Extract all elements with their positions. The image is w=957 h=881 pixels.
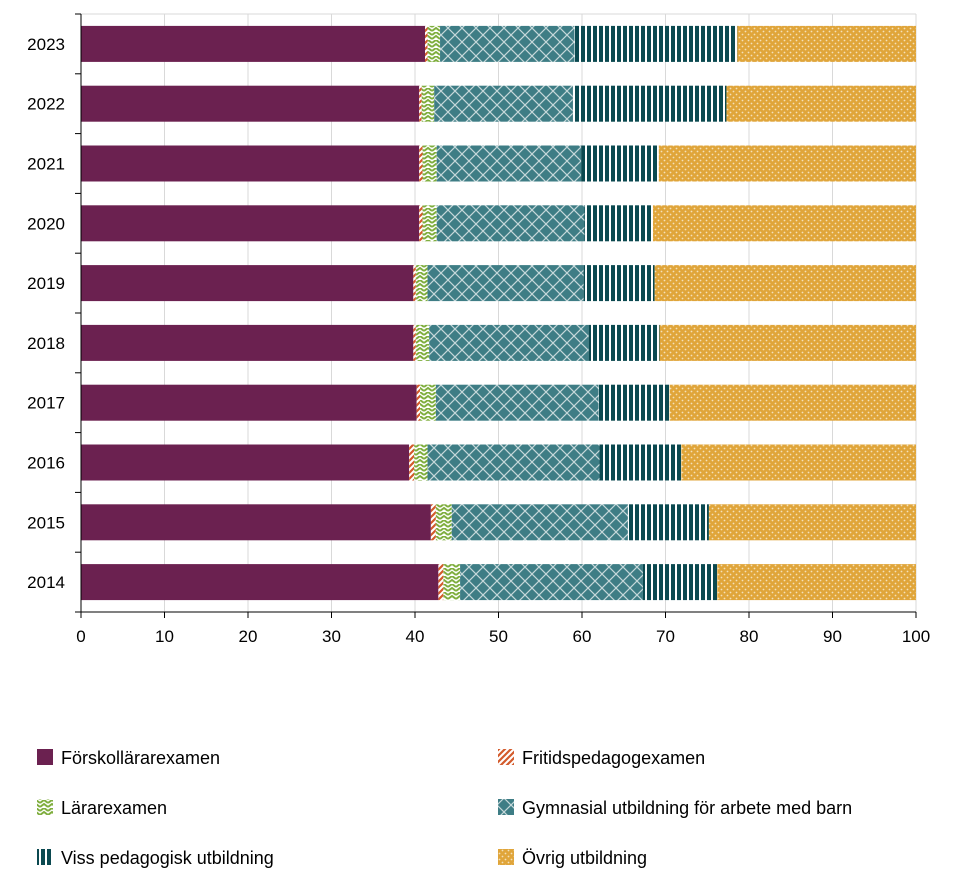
legend-label: Gymnasial utbildning för arbete med barn	[522, 798, 852, 818]
bars-group	[81, 25, 916, 601]
bar-segment	[652, 205, 916, 242]
bar-segment	[81, 25, 426, 62]
bar-segment	[81, 564, 439, 601]
legend-swatch	[498, 799, 514, 815]
legend-swatch	[37, 799, 53, 815]
bar-segment	[81, 145, 420, 182]
bar-segment	[598, 384, 670, 421]
bar-segment	[81, 324, 414, 361]
y-tick-label: 2017	[27, 394, 65, 413]
y-tick-label: 2018	[27, 334, 65, 353]
x-tick-label: 40	[406, 627, 425, 646]
bar-segment	[659, 324, 916, 361]
x-tick-label: 20	[239, 627, 258, 646]
x-tick-label: 80	[740, 627, 759, 646]
legend-swatch	[498, 849, 514, 865]
x-tick-label: 30	[322, 627, 341, 646]
bar-segment	[409, 444, 415, 481]
bar-segment	[415, 324, 430, 361]
bar-segment	[436, 205, 585, 242]
bar-segment	[574, 25, 738, 62]
x-tick-label: 0	[76, 627, 85, 646]
bar-segment	[422, 205, 437, 242]
bar-segment	[420, 384, 436, 421]
y-tick-label: 2016	[27, 454, 65, 473]
legend-label: Fritidspedagogexamen	[522, 748, 705, 768]
bar-segment	[413, 265, 416, 302]
y-tick-label: 2022	[27, 95, 65, 114]
bar-segment	[81, 85, 420, 122]
bar-segment	[416, 384, 421, 421]
x-tick-label: 10	[155, 627, 174, 646]
legend-label: Viss pedagogisk utbildning	[61, 848, 274, 868]
bar-segment	[737, 25, 916, 62]
x-tick-label: 50	[489, 627, 508, 646]
y-tick-label: 2023	[27, 35, 65, 54]
bar-segment	[419, 145, 423, 182]
legend-swatch	[37, 749, 53, 765]
bar-segment	[627, 504, 709, 541]
bar-segment	[584, 205, 653, 242]
bar-segment	[81, 265, 414, 302]
bar-segment	[435, 504, 452, 541]
x-tick-label: 90	[823, 627, 842, 646]
bar-segment	[708, 504, 916, 541]
legend: Förskollärarexamen Fritidspedagogexamen Lä…	[37, 748, 852, 868]
bar-segment	[658, 145, 916, 182]
bar-segment	[430, 504, 436, 541]
bar-segment	[588, 324, 660, 361]
bar-segment	[654, 265, 916, 302]
bar-segment	[440, 25, 575, 62]
bar-segment	[81, 384, 417, 421]
bar-segment	[436, 145, 582, 182]
bar-segment	[460, 564, 643, 601]
bar-segment	[599, 444, 682, 481]
bar-segment	[681, 444, 916, 481]
legend-label: Lärarexamen	[61, 798, 167, 818]
bar-segment	[435, 384, 599, 421]
x-tick-label: 60	[573, 627, 592, 646]
bar-segment	[669, 384, 916, 421]
bar-segment	[425, 25, 428, 62]
bar-segment	[422, 145, 437, 182]
axes-group: 0 10 20 30 40 50 60 70 80 90 100 2023 2022 2021 2020 20…	[27, 13, 930, 646]
bar-segment	[438, 564, 444, 601]
bar-segment	[419, 85, 422, 122]
bar-segment	[581, 145, 659, 182]
legend-label: Förskollärarexamen	[61, 748, 220, 768]
y-tick-label: 2021	[27, 155, 65, 174]
bar-segment	[81, 504, 431, 541]
legend-swatch	[37, 849, 53, 865]
x-tick-label: 70	[656, 627, 675, 646]
bar-segment	[717, 564, 916, 601]
y-tick-label: 2015	[27, 513, 65, 532]
bar-segment	[427, 265, 584, 302]
bar-segment	[419, 205, 423, 242]
bar-segment	[415, 265, 428, 302]
bar-segment	[583, 265, 655, 302]
x-tick-label: 100	[902, 627, 930, 646]
bar-segment	[726, 85, 916, 122]
bar-segment	[81, 205, 420, 242]
bar-segment	[434, 85, 573, 122]
bar-segment	[443, 564, 461, 601]
y-tick-label: 2020	[27, 214, 65, 233]
bar-segment	[572, 85, 727, 122]
bar-segment	[413, 324, 416, 361]
bar-segment	[642, 564, 718, 601]
legend-label: Övrig utbildning	[522, 848, 647, 868]
bar-segment	[414, 444, 428, 481]
bar-segment	[427, 444, 600, 481]
bar-segment	[427, 25, 441, 62]
bar-segment	[81, 444, 410, 481]
y-tick-label: 2019	[27, 274, 65, 293]
y-tick-label: 2014	[27, 573, 65, 592]
bar-segment	[451, 504, 628, 541]
bar-segment	[429, 324, 589, 361]
legend-swatch	[498, 749, 514, 765]
bar-segment	[421, 85, 435, 122]
